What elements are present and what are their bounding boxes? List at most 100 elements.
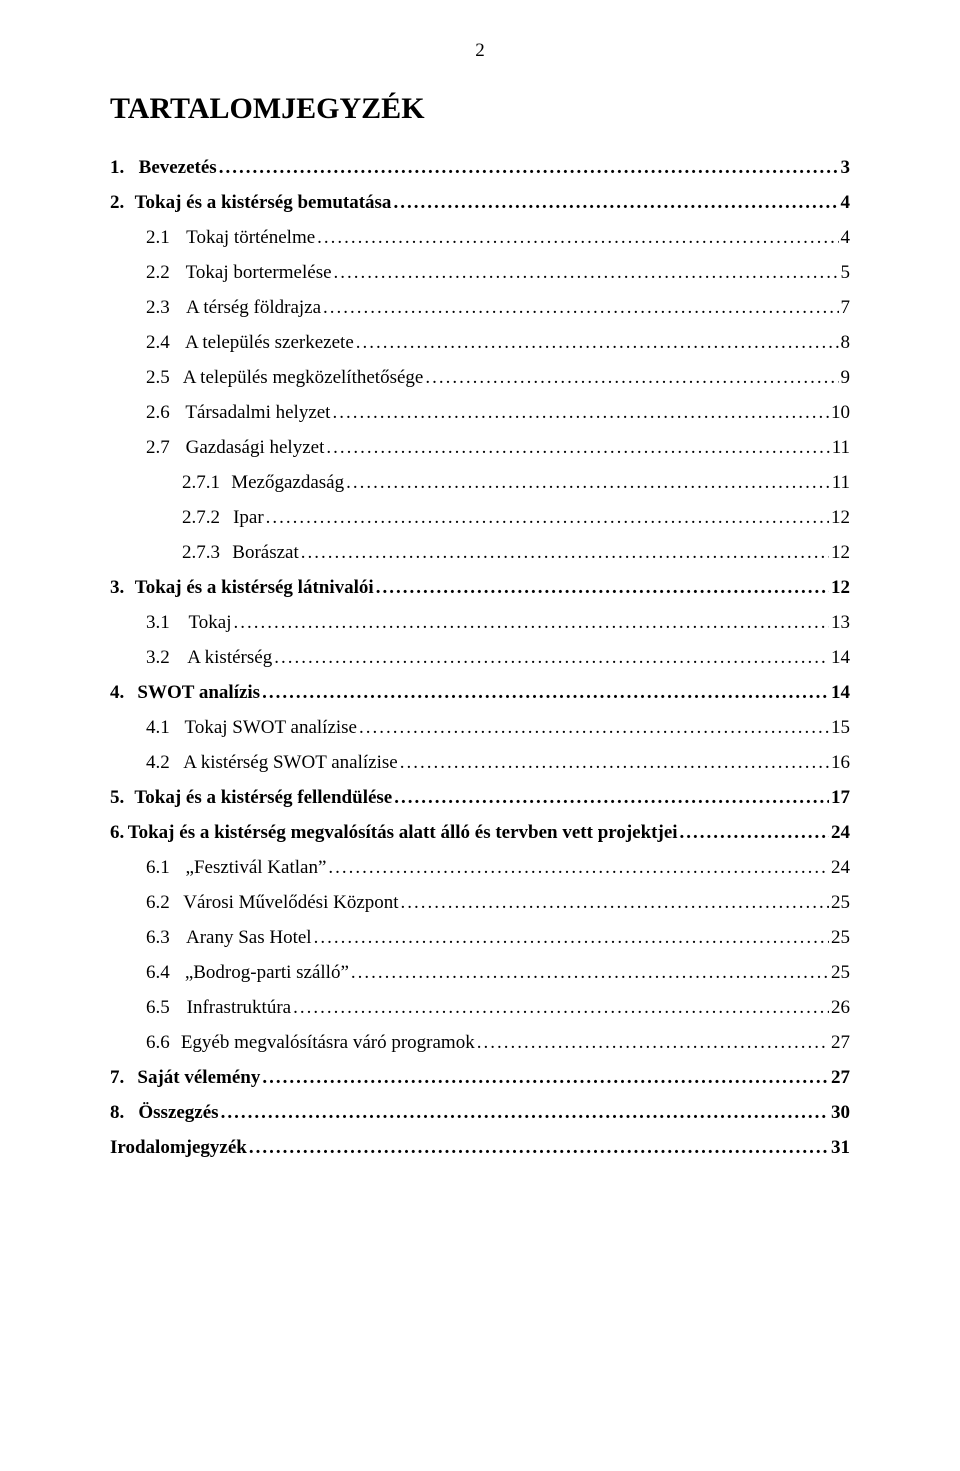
toc-leader-dots — [291, 998, 829, 1017]
toc-entry-page: 27 — [829, 1068, 850, 1087]
toc-entry-number: 4. — [110, 683, 124, 702]
toc-entry-label: Arany Sas Hotel — [186, 928, 312, 947]
page-number: 2 — [110, 40, 850, 62]
toc-entry-page: 27 — [829, 1033, 850, 1052]
toc-entry-page: 24 — [829, 823, 850, 842]
toc-entry-label: Infrastruktúra — [187, 998, 291, 1017]
toc-entry-number: 8. — [110, 1103, 124, 1122]
toc-entry-number: 2.4 — [146, 333, 170, 352]
toc-entry-page: 3 — [839, 158, 851, 177]
toc-entry-page: 11 — [830, 473, 850, 492]
toc-entry-label: „Fesztivál Katlan” — [186, 858, 327, 877]
toc-entry-label: Városi Művelődési Központ — [183, 893, 398, 912]
toc-entry: 3.2A kistérség14 — [110, 640, 850, 675]
toc-leader-dots — [219, 1103, 829, 1122]
toc-entry: 6.Tokaj és a kistérség megvalósítás alat… — [110, 815, 850, 850]
toc-entry: 2.7.1 Mezőgazdaság 11 — [110, 465, 850, 500]
toc-entry: 2.7Gazdasági helyzet11 — [110, 430, 850, 465]
table-of-contents: 1.Bevezetés32.Tokaj és a kistérség bemut… — [110, 150, 850, 1165]
toc-entry: 2.1Tokaj történelme4 — [110, 220, 850, 255]
toc-entry: Irodalomjegyzék31 — [110, 1130, 850, 1165]
toc-entry-number: 6.2 — [146, 893, 170, 912]
toc-entry: 3.1Tokaj13 — [110, 605, 850, 640]
toc-leader-dots — [315, 228, 838, 247]
toc-leader-dots — [392, 788, 829, 807]
toc-entry-number: 6.4 — [146, 963, 170, 982]
toc-entry: 6.4„Bodrog-parti szálló”25 — [110, 955, 850, 990]
toc-entry-page: 13 — [829, 613, 850, 632]
toc-entry-label: A kistérség SWOT analízise — [183, 753, 397, 772]
toc-leader-dots — [326, 858, 829, 877]
toc-entry-label: Tokaj — [189, 613, 232, 632]
toc-leader-dots — [357, 718, 829, 737]
toc-entry: 6.3 Arany Sas Hotel 25 — [110, 920, 850, 955]
toc-leader-dots — [299, 543, 829, 562]
toc-leader-dots — [260, 683, 829, 702]
toc-entry-number: 6.1 — [146, 858, 170, 877]
document-page: 2 TARTALOMJEGYZÉK 1.Bevezetés32.Tokaj és… — [0, 0, 960, 1471]
toc-entry: 2.2Tokaj bortermelése5 — [110, 255, 850, 290]
toc-entry-page: 24 — [829, 858, 850, 877]
toc-entry: 8.Összegzés30 — [110, 1095, 850, 1130]
toc-entry-page: 12 — [829, 543, 850, 562]
toc-entry-page: 16 — [829, 753, 850, 772]
toc-entry-number: 2.7.3 — [182, 543, 220, 562]
toc-entry: 3.Tokaj és a kistérség látnivalói12 — [110, 570, 850, 605]
toc-leader-dots — [247, 1138, 829, 1157]
toc-entry-page: 15 — [829, 718, 850, 737]
toc-entry-label: Saját vélemény — [137, 1068, 260, 1087]
toc-entry-label: Gazdasági helyzet — [186, 438, 325, 457]
toc-entry: 2.6Társadalmi helyzet10 — [110, 395, 850, 430]
toc-leader-dots — [330, 403, 829, 422]
toc-entry-page: 9 — [839, 368, 851, 387]
toc-entry-label: Ipar — [233, 508, 264, 527]
toc-entry: 2.5A település megközelíthetősége9 — [110, 360, 850, 395]
toc-entry-number: 6.5 — [146, 998, 170, 1017]
toc-entry-label: Tokaj és a kistérség megvalósítás alatt … — [128, 823, 678, 842]
toc-entry-label: Borászat — [232, 543, 298, 562]
toc-entry-number: 2.5 — [146, 368, 170, 387]
toc-entry-number: 2.7 — [146, 438, 170, 457]
toc-entry-label: Tokaj és a kistérség fellendülése — [134, 788, 392, 807]
toc-entry-page: 12 — [829, 508, 850, 527]
toc-entry-page: 7 — [839, 298, 851, 317]
toc-entry: 2.7.3 Borászat 12 — [110, 535, 850, 570]
toc-title: TARTALOMJEGYZÉK — [110, 92, 850, 126]
toc-entry-label: A kistérség — [187, 648, 272, 667]
toc-entry-page: 25 — [829, 963, 850, 982]
toc-entry-page: 14 — [829, 648, 850, 667]
toc-entry-page: 25 — [829, 928, 850, 947]
toc-entry-page: 25 — [829, 893, 850, 912]
toc-entry-label: Mezőgazdaság — [231, 473, 344, 492]
toc-entry: 2.7.2Ipar12 — [110, 500, 850, 535]
toc-leader-dots — [398, 753, 829, 772]
toc-entry-number: 4.2 — [146, 753, 170, 772]
toc-entry-number: 7. — [110, 1068, 124, 1087]
toc-entry-number: 6. — [110, 823, 124, 842]
toc-leader-dots — [374, 578, 829, 597]
toc-leader-dots — [423, 368, 838, 387]
toc-entry-label: SWOT analízis — [137, 683, 260, 702]
toc-entry-page: 8 — [839, 333, 851, 352]
toc-entry-number: 2.1 — [146, 228, 170, 247]
toc-leader-dots — [264, 508, 829, 527]
toc-entry: 6.2 Városi Művelődési Központ 25 — [110, 885, 850, 920]
toc-entry-number: 2. — [110, 193, 124, 212]
toc-leader-dots — [399, 893, 829, 912]
toc-leader-dots — [321, 298, 838, 317]
toc-leader-dots — [332, 263, 839, 282]
toc-entry-page: 10 — [829, 403, 850, 422]
toc-entry-number: 2.7.1 — [182, 473, 220, 492]
toc-entry-label: Társadalmi helyzet — [185, 403, 330, 422]
toc-entry-page: 31 — [829, 1138, 850, 1157]
toc-leader-dots — [312, 928, 829, 947]
toc-entry: 6.6Egyéb megvalósításra váró programok27 — [110, 1025, 850, 1060]
toc-entry-page: 30 — [829, 1103, 850, 1122]
toc-entry-label: A térség földrajza — [186, 298, 321, 317]
toc-leader-dots — [272, 648, 829, 667]
toc-entry: 2.3A térség földrajza7 — [110, 290, 850, 325]
toc-entry: 6.1 „Fesztivál Katlan” 24 — [110, 850, 850, 885]
toc-entry: 5.Tokaj és a kistérség fellendülése17 — [110, 780, 850, 815]
toc-entry-page: 4 — [839, 228, 851, 247]
toc-entry-number: 6.3 — [146, 928, 170, 947]
